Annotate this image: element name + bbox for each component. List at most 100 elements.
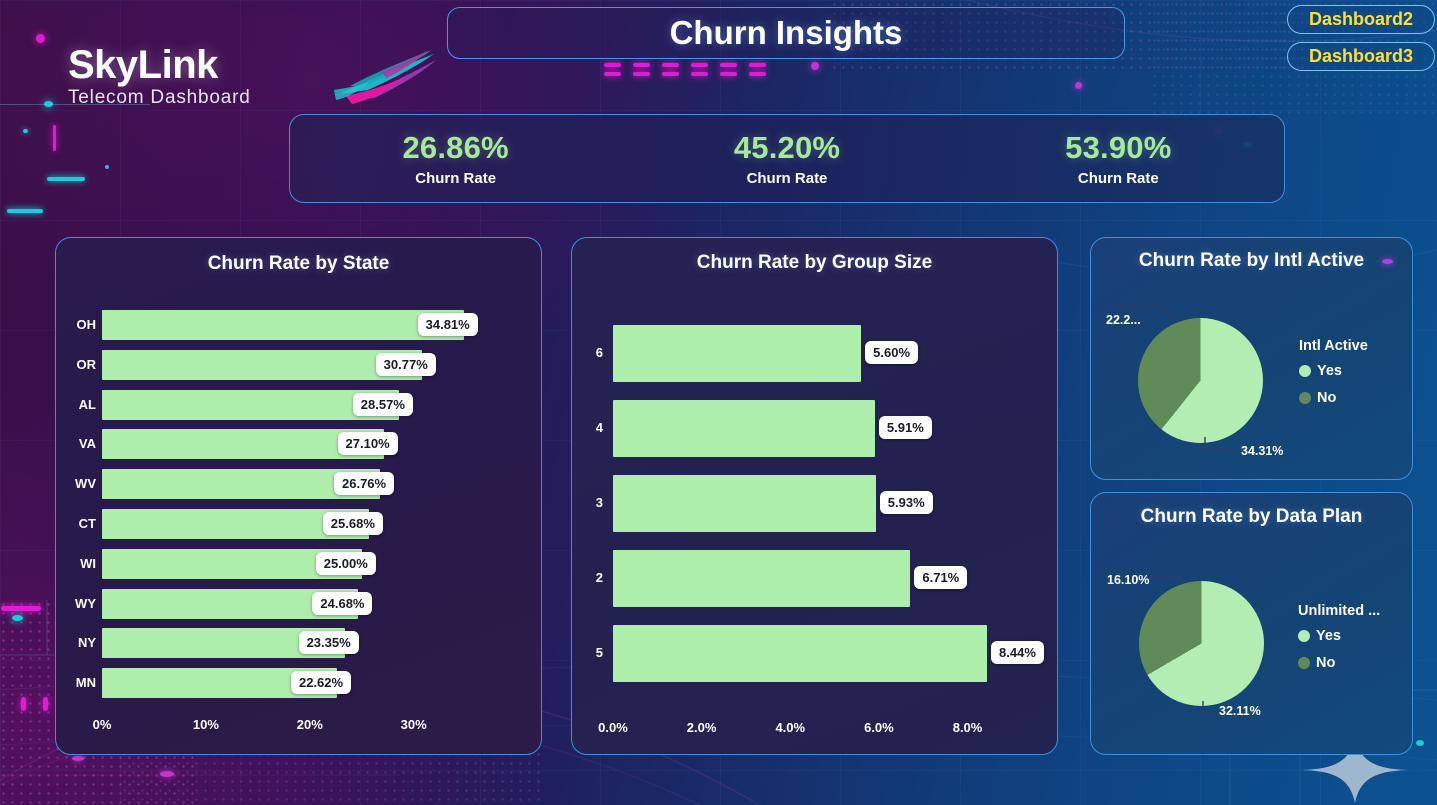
legend-title: Intl Active	[1299, 338, 1368, 354]
title-decor-dashes	[604, 63, 766, 76]
legend-label: Yes	[1317, 363, 1342, 379]
bar-category-label: VA	[78, 436, 96, 452]
pie-chart-data-plan	[1139, 581, 1264, 706]
chart-title: Churn Rate by State	[207, 253, 390, 274]
kpi-card-2: 45.20% Churn Rate	[621, 130, 952, 187]
bar-segment[interactable]	[102, 469, 380, 500]
decor-dash	[47, 177, 85, 181]
legend-label: No	[1317, 390, 1337, 406]
bar-category-label: OH	[76, 317, 97, 332]
kpi-strip: 26.86% Churn Rate 45.20% Churn Rate 53.9…	[289, 114, 1285, 203]
bar-segment[interactable]	[613, 399, 875, 457]
bar-category-label: 4	[595, 420, 603, 435]
legend-label: Yes	[1316, 628, 1341, 644]
bar-category-label: OR	[76, 356, 97, 372]
legend-swatch-yes	[1299, 365, 1311, 377]
pie-slice-label-yes: 32.11%	[1219, 704, 1261, 718]
bar-segment[interactable]	[613, 324, 862, 382]
bar-value-label: 26.76%	[334, 472, 395, 496]
pie-slice-label-no: 16.10%	[1107, 573, 1150, 587]
kpi-label: Churn Rate	[1077, 170, 1159, 187]
nav-button-dashboard3[interactable]: Dashboard3	[1287, 42, 1435, 71]
brand-logo: SkyLink Telecom Dashboard	[68, 44, 438, 110]
legend-item-no[interactable]: No	[1298, 655, 1380, 671]
bar-value-label: 5.91%	[878, 416, 932, 439]
decor-dot	[811, 62, 819, 70]
decor-dash	[21, 697, 26, 711]
chart-panel-churn-by-data-plan: Churn Rate by Data Plan 16.10% 32.11% Un…	[1090, 492, 1413, 755]
pie-legend-intl-active: Intl Active Yes No	[1299, 338, 1368, 417]
bar-value-label: 27.10%	[337, 432, 398, 456]
bar-segment[interactable]	[613, 474, 876, 532]
legend-swatch-no	[1299, 392, 1311, 404]
bar-category-label: MN	[75, 675, 96, 691]
bar-value-label: 6.71%	[914, 566, 968, 589]
decor-dot	[1416, 740, 1424, 746]
page-title-box: Churn Insights	[447, 7, 1125, 59]
legend-title: Unlimited ...	[1298, 603, 1381, 619]
bar-segment[interactable]	[102, 310, 464, 340]
pie-chart-intl-active	[1138, 318, 1263, 443]
decor-dash	[43, 697, 48, 711]
chart-title: Churn Rate by Group Size	[696, 252, 933, 273]
kpi-label: Churn Rate	[415, 170, 497, 187]
x-axis-tick-label: 10%	[192, 717, 219, 732]
decor-dot	[72, 756, 84, 761]
bar-category-label: CT	[78, 516, 96, 531]
legend-item-no[interactable]: No	[1299, 390, 1368, 406]
bar-category-label: 3	[595, 495, 603, 510]
nav-button-dashboard2[interactable]: Dashboard2	[1287, 5, 1435, 34]
legend-item-yes[interactable]: Yes	[1299, 363, 1368, 379]
x-axis-tick-label: 0.0%	[598, 720, 628, 735]
pie-legend-data-plan: Unlimited ... Yes No	[1298, 603, 1380, 682]
x-axis-tick-label: 8.0%	[952, 720, 983, 735]
x-axis-tick-label: 0%	[92, 717, 112, 732]
bar-value-label: 5.60%	[865, 341, 919, 364]
bar-segment[interactable]	[613, 624, 988, 682]
bar-value-label: 8.44%	[991, 641, 1044, 664]
chart-panel-churn-by-group-size: Churn Rate by Group Size 6 5.60% 4 5.91% 3 5.…	[571, 237, 1058, 755]
x-axis-tick-label: 2.0%	[686, 720, 717, 735]
x-axis-tick-label: 6.0%	[864, 720, 894, 735]
legend-item-yes[interactable]: Yes	[1298, 628, 1380, 644]
bar-segment[interactable]	[102, 429, 384, 460]
bird-wing-icon	[334, 50, 436, 104]
bar-chart-group-size: 6 5.60% 4 5.91% 3 5.93% 2 6.71% 5 8.44% 0.0% 2.0% 4.…	[572, 238, 1057, 754]
x-axis-tick-label: 30%	[400, 717, 427, 732]
bar-category-label: 2	[595, 570, 603, 585]
bar-category-label: WI	[80, 555, 96, 571]
x-axis-tick-label: 20%	[296, 717, 323, 732]
kpi-value: 45.20%	[733, 130, 841, 165]
kpi-value: 26.86%	[402, 130, 509, 165]
bar-segment[interactable]	[613, 549, 911, 607]
decor-dot	[23, 129, 28, 133]
chart-title: Churn Rate by Intl Active	[1138, 250, 1365, 271]
pie-slices	[1138, 318, 1263, 443]
bar-value-label: 34.81%	[417, 313, 478, 336]
brand-name: SkyLink	[68, 43, 218, 87]
decor-dot	[105, 165, 109, 169]
legend-swatch-yes	[1298, 630, 1310, 642]
bar-segment[interactable]	[102, 389, 399, 420]
decor-dash	[53, 125, 56, 151]
bar-chart-state: OH 34.81% OR 30.77% AL 28.57% VA 27.10% WV 26.76%…	[56, 238, 541, 754]
decor-dash	[1, 606, 41, 611]
bar-category-label: 6	[595, 345, 603, 360]
chart-panel-churn-by-state: Churn Rate by State OH 34.81% OR 30.77% AL 28…	[55, 237, 542, 755]
brand-tagline: Telecom Dashboard	[68, 87, 251, 108]
decor-dot	[44, 101, 53, 107]
bar-value-label: 23.35%	[298, 631, 359, 655]
x-axis-tick-label: 4.0%	[775, 720, 806, 735]
bar-category-label: AL	[78, 396, 96, 412]
chart-panel-churn-by-intl-active: Churn Rate by Intl Active 22.2... 34.31%…	[1090, 237, 1413, 480]
bar-category-label: 5	[595, 645, 603, 660]
bar-segment[interactable]	[102, 349, 422, 380]
pie-slice-label-yes: 34.31%	[1241, 444, 1284, 458]
bar-value-label: 28.57%	[352, 392, 413, 416]
bar-category-label: NY	[77, 635, 96, 651]
decor-dot	[36, 34, 45, 43]
bar-value-label: 5.93%	[879, 491, 933, 514]
bar-value-label: 25.00%	[315, 551, 376, 575]
pie-slice-label-no: 22.2...	[1106, 313, 1141, 327]
